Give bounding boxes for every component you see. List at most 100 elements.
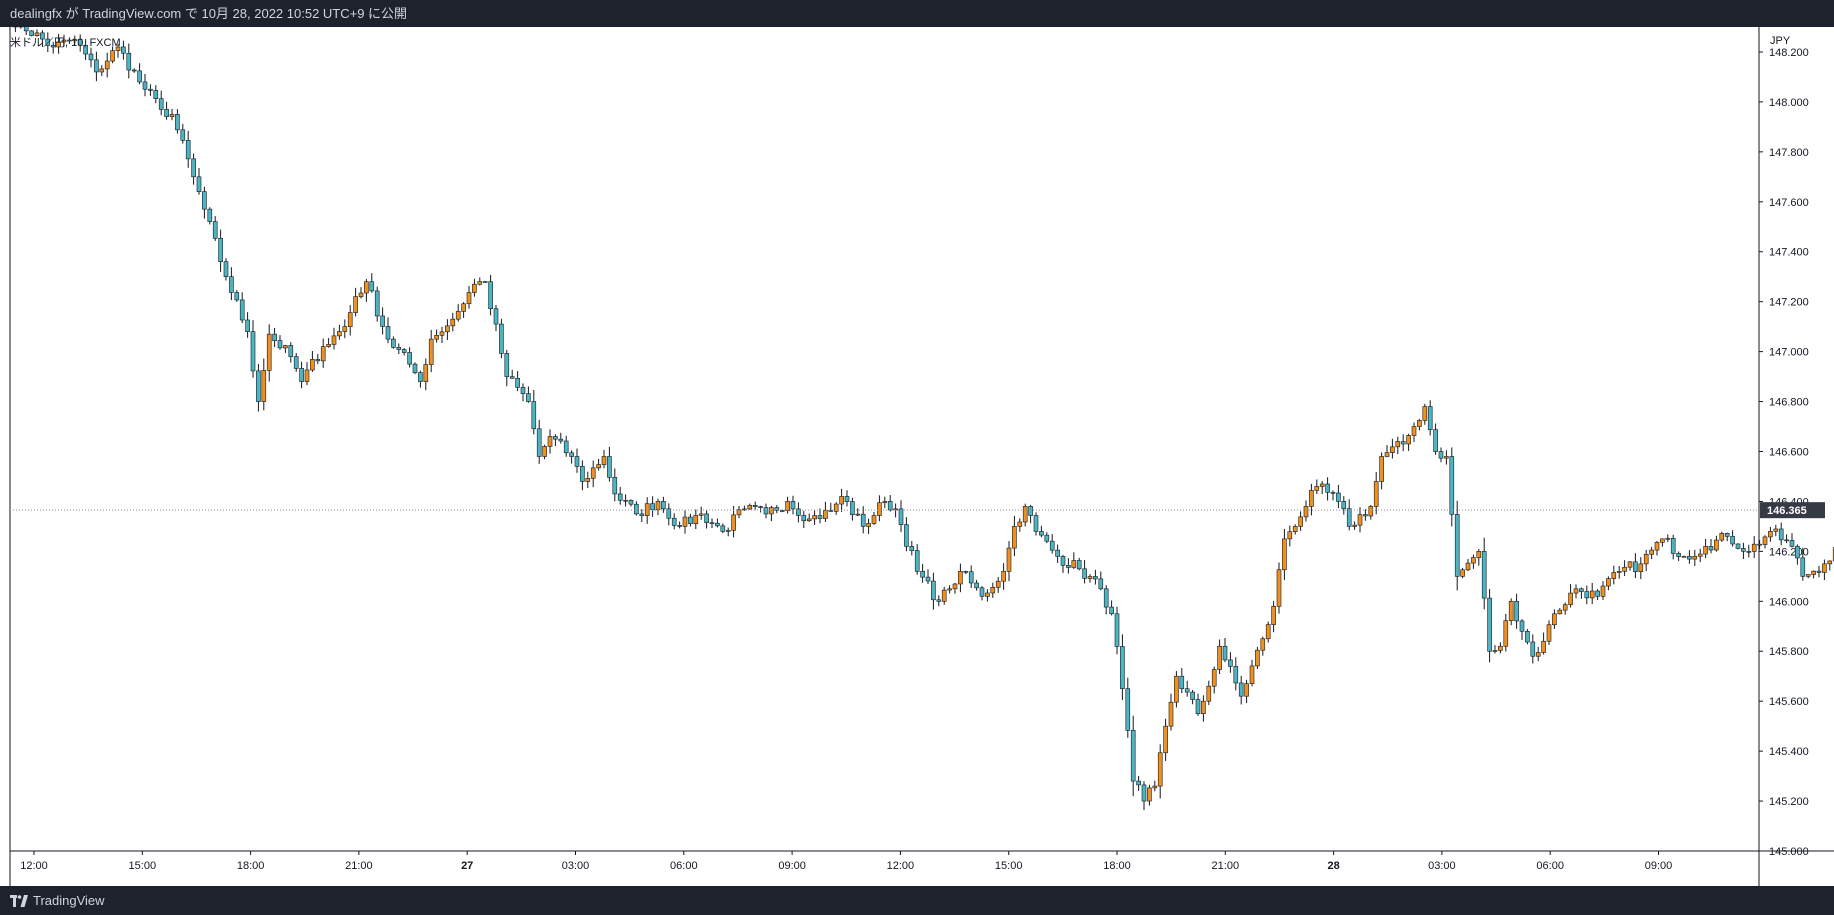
candle-body [1422,406,1428,421]
candle-body [450,318,456,327]
candle-body [806,518,812,522]
candle-body [882,501,888,504]
candle-body [1336,492,1341,502]
price-tick-label: 145.400 [1769,746,1809,758]
candle-body [142,81,148,90]
candle-body [1006,547,1012,572]
candle-body [1719,533,1725,541]
price-tick-label: 145.800 [1769,646,1809,658]
candle-body [1595,590,1600,597]
candle-body [477,281,483,285]
candle-body [374,290,380,317]
candle-body [504,353,510,377]
candle-body [67,39,72,42]
candle-body [1087,576,1093,579]
candle-body [1201,700,1206,714]
candle-body [1076,560,1082,570]
candle-body [1616,571,1622,573]
tradingview-logo[interactable]: TradingView [10,892,105,909]
candle-body [698,513,704,516]
candle-body [887,501,893,511]
candle-body [1373,481,1379,507]
candle-body [833,503,839,512]
candle-body [23,27,29,32]
candle-body [1427,406,1433,430]
candle-body [769,507,774,515]
candle-body [644,503,650,516]
candle-body [1811,570,1816,575]
candle-body [617,493,623,501]
candle-body [137,70,142,83]
candle-body [634,503,639,515]
candle-body [531,401,537,430]
candle-body [1228,659,1233,667]
candle-body [752,504,758,507]
candle-body [1357,514,1363,526]
candle-body [45,38,51,46]
candle-body [580,466,585,482]
candle-body [94,59,99,73]
candle-body [40,32,45,40]
candle-body [29,30,34,36]
price-axis-panel[interactable] [1759,27,1834,886]
candle-body [1163,725,1168,754]
candle-body [1292,526,1298,533]
candle-body [1768,531,1773,538]
candle-body [1762,536,1768,545]
candlestick-chart[interactable]: JPY 145.000 145.200 145.400 145.600 145.800 14… [0,27,1834,886]
candle-body [293,356,299,369]
candle-body [364,281,369,294]
candle-body [1174,675,1179,703]
candle-body [1503,620,1509,647]
candle-body [1276,569,1282,607]
candle-body [898,508,904,525]
candle-body [812,515,817,520]
time-tick-label: 27 [461,860,473,872]
chart-area[interactable]: JPY 145.000 145.200 145.400 145.600 145.800 14… [0,27,1834,886]
candle-body [801,515,807,522]
candle-body [1697,553,1703,557]
candle-body [639,513,645,516]
candle-body [234,292,240,301]
price-tick-label: 145.600 [1769,696,1809,708]
candle-body [623,499,628,502]
candle-body [1471,557,1476,564]
time-tick-label: 21:00 [345,860,373,872]
candle-body [1114,613,1120,647]
candle-body [1319,483,1325,487]
candle-body [1751,543,1757,552]
candle-body [601,456,607,465]
candle-body [34,32,40,36]
price-tick-label: 147.600 [1769,197,1809,209]
candle-body [1157,752,1163,787]
candle-body [320,346,326,362]
candle-body [1238,682,1244,697]
candle-body [1573,588,1579,594]
candle-body [299,368,304,382]
candle-body [61,39,67,43]
candle-body [1222,645,1228,661]
candle-body [553,436,558,440]
candle-body [1066,565,1071,568]
candle-body [1103,588,1109,608]
candle-body [115,46,121,51]
candle-body [1546,624,1552,642]
candle-body [396,347,402,350]
candle-body [1039,531,1044,536]
candle-body [1535,652,1541,657]
candle-body [423,364,429,382]
time-axis-panel[interactable] [0,851,1759,886]
candle-body [1028,506,1033,516]
candle-body [1033,515,1039,532]
candle-body [963,571,969,573]
candle-body [466,292,472,305]
footer-bar: TradingView [0,886,1834,915]
candle-body [434,335,439,340]
candle-body [1708,546,1714,551]
candle-body [277,340,283,349]
time-tick-label: 18:00 [1103,860,1131,872]
candle-body [169,114,175,117]
candle-body [1147,787,1152,802]
candle-body [1217,645,1222,670]
time-tick-label: 12:00 [887,860,915,872]
